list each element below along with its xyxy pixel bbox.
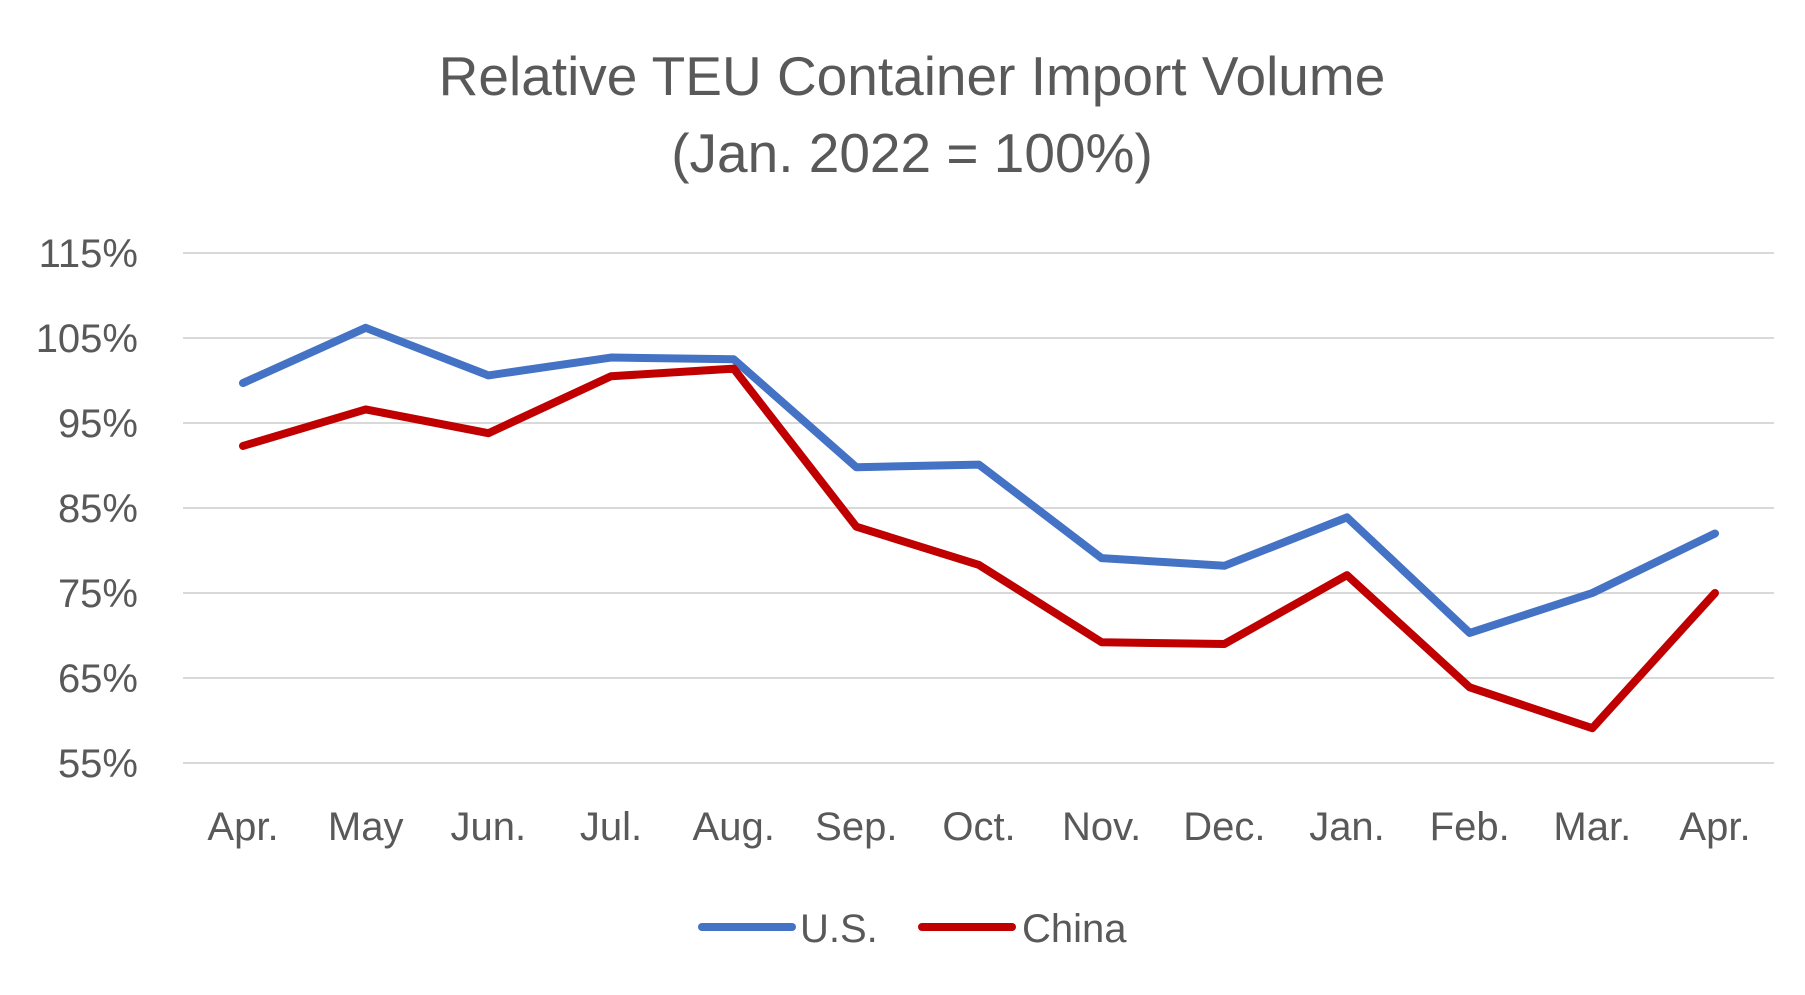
- y-tick-label: 105%: [36, 317, 138, 361]
- x-tick-label: Apr.: [1679, 805, 1750, 849]
- x-tick-label: Mar.: [1553, 805, 1631, 849]
- x-tick-label: Apr.: [207, 805, 278, 849]
- x-tick-label: Oct.: [942, 805, 1015, 849]
- y-tick-label: 115%: [39, 232, 138, 276]
- y-axis-ticks: 115% 105% 95% 85% 75% 65% 55%: [36, 232, 138, 786]
- x-tick-label: Jul.: [580, 805, 642, 849]
- y-tick-label: 75%: [58, 572, 138, 616]
- chart-title: Relative TEU Container Import Volume: [439, 45, 1386, 107]
- legend-label-us: U.S.: [800, 907, 878, 951]
- y-tick-label: 65%: [58, 657, 138, 701]
- chart-subtitle: (Jan. 2022 = 100%): [671, 122, 1153, 184]
- x-tick-label: Feb.: [1430, 805, 1510, 849]
- y-tick-label: 85%: [58, 487, 138, 531]
- y-tick-label: 55%: [58, 742, 138, 786]
- y-tick-label: 95%: [58, 402, 138, 446]
- series-line-us: [243, 328, 1715, 633]
- gridlines: [183, 253, 1774, 763]
- x-tick-label: Jun.: [451, 805, 527, 849]
- x-tick-label: Jan.: [1309, 805, 1385, 849]
- x-tick-label: May: [328, 805, 404, 849]
- x-tick-label: Nov.: [1062, 805, 1141, 849]
- x-tick-label: Sep.: [815, 805, 897, 849]
- legend: U.S. China: [702, 907, 1127, 951]
- x-tick-label: Aug.: [693, 805, 775, 849]
- x-axis-ticks: Apr. May Jun. Jul. Aug. Sep. Oct. Nov. Dec. Jan. F…: [207, 805, 1750, 849]
- x-tick-label: Dec.: [1183, 805, 1265, 849]
- series-lines: [243, 328, 1715, 729]
- legend-label-china: China: [1022, 907, 1127, 951]
